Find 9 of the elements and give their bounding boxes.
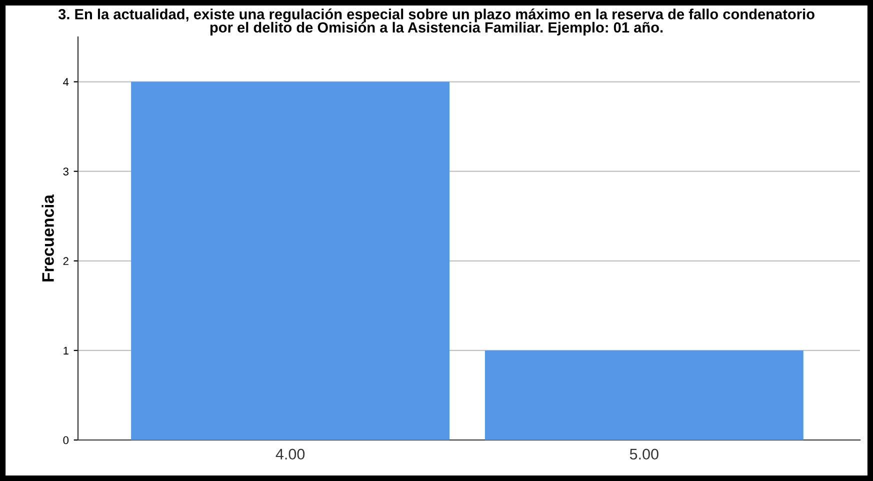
y-tick-label: 3 — [63, 168, 68, 176]
y-tick-label: 4 — [63, 78, 69, 86]
y-tick-label: 2 — [63, 257, 68, 265]
x-tick-label: 5.00 — [630, 448, 658, 460]
y-tick-label: 0 — [63, 436, 69, 444]
x-tick-label: 4.00 — [276, 448, 305, 460]
y-tick-label: 1 — [64, 346, 68, 354]
y-axis-title: Frecuencia — [42, 194, 54, 282]
chart-title: 3. En la actualidad, existe una regulación especial sobre un plazo máximo en la reserva de fallo condenatorio por el delito de Omisión a la Asistencia Familiar. Ejemplo: 01 año. — [58, 8, 814, 36]
